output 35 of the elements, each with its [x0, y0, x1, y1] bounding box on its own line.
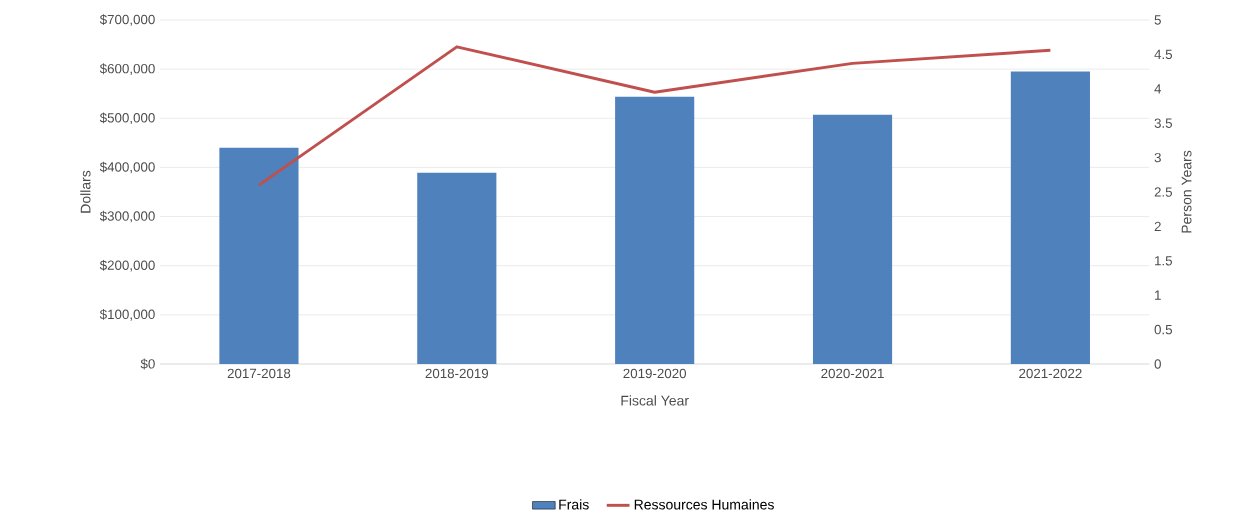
y2-tick-label: 5	[1154, 15, 1161, 25]
y2-axis-title: Person Years	[1181, 150, 1192, 233]
bar	[615, 96, 695, 364]
y2-tick-label: 4.5	[1154, 49, 1173, 60]
x-tick-label: 2021-2022	[1019, 368, 1082, 379]
y2-tick-label: 0	[1154, 359, 1161, 369]
y2-tick-label: 3.5	[1154, 118, 1173, 128]
bar	[812, 114, 893, 364]
y-tick-label: $700,000	[99, 14, 155, 26]
bar	[1010, 71, 1090, 364]
y2-tick-label: 3	[1154, 152, 1161, 163]
x-tick-label: 2019-2020	[623, 368, 687, 379]
y-tick-label: $0	[140, 358, 155, 370]
line-series	[257, 45, 1052, 187]
y2-tick-label: 2	[1154, 221, 1161, 232]
bar	[417, 172, 497, 364]
y-tick-label: $600,000	[99, 63, 155, 75]
x-tick-label: 2018-2019	[425, 368, 489, 379]
legend-label: Ressources Humaines	[634, 499, 774, 510]
y-tick-label: $500,000	[99, 112, 155, 125]
x-axis-title: Fiscal Year	[621, 395, 689, 406]
y2-tick-label: 2.5	[1154, 187, 1173, 197]
y2-tick-label: 1	[1155, 290, 1161, 300]
y2-tick-label: 4	[1154, 84, 1162, 94]
y-tick-label: $300,000	[99, 210, 155, 223]
legend-label: Frais	[559, 499, 589, 510]
y-tick-label: $400,000	[99, 161, 155, 174]
bar	[219, 147, 299, 364]
y-axis-title: Dollars	[80, 170, 91, 213]
x-tick-label: 2020-2021	[821, 368, 884, 379]
y-tick-label: $200,000	[99, 259, 155, 272]
x-tick-label: 2017-2018	[227, 368, 291, 379]
y-tick-label: $100,000	[99, 309, 155, 321]
y2-tick-label: 0.5	[1154, 324, 1173, 335]
y2-tick-label: 1.5	[1155, 256, 1173, 266]
